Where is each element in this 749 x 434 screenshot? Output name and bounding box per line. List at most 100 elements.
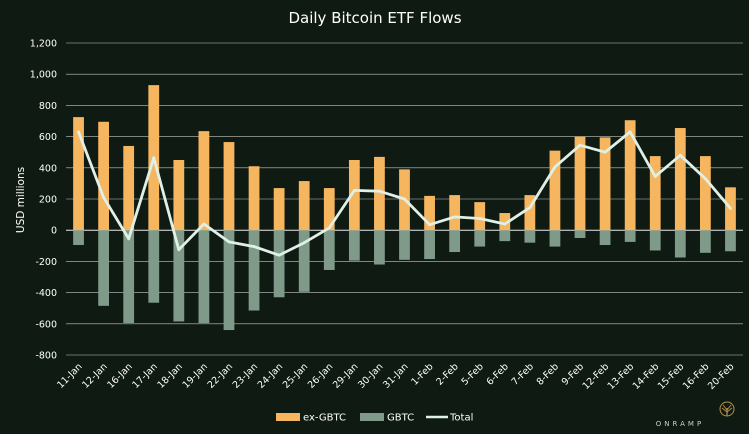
total-point	[378, 189, 381, 193]
total-line	[77, 130, 732, 257]
x-tick-label: 12-Feb	[581, 361, 612, 392]
total-point	[428, 223, 431, 227]
gbtc-bar	[474, 230, 486, 247]
total-point	[127, 237, 131, 241]
ex-gbtc-bar	[674, 128, 686, 231]
gbtc-bar	[273, 230, 285, 298]
total-point	[403, 197, 406, 201]
ex-gbtc-bar	[424, 195, 435, 231]
ex-gbtc-bar	[123, 145, 135, 231]
ex-gbtc-bar	[599, 137, 611, 231]
total-point	[277, 253, 281, 257]
branding: ONRAMP	[656, 401, 735, 428]
x-tick-label: 15-Feb	[656, 361, 687, 392]
x-tick-label: 7-Feb	[510, 361, 536, 387]
bars	[73, 85, 736, 331]
total-point	[227, 240, 231, 244]
total-point	[703, 177, 707, 181]
legend-label: Total	[449, 413, 473, 424]
total-point	[653, 174, 657, 178]
x-tick-label: 29-Jan	[331, 361, 360, 390]
y-tick-label: 400	[39, 163, 57, 174]
total-point	[102, 196, 106, 199]
x-tick-label: 14-Feb	[631, 361, 662, 392]
gbtc-bar	[348, 230, 360, 261]
legend-label: ex-GBTC	[303, 413, 346, 424]
legend-label: GBTC	[387, 413, 414, 424]
ex-gbtc-bar	[499, 213, 511, 231]
gbtc-bar	[98, 230, 110, 306]
x-tick-label: 13-Feb	[606, 361, 637, 392]
y-axis-label: USD millions	[15, 167, 27, 233]
x-tick-label: 30-Jan	[356, 361, 385, 390]
total-point	[578, 143, 582, 147]
ex-gbtc-bar	[98, 121, 110, 231]
x-tick-label: 19-Jan	[181, 361, 210, 390]
x-tick-label: 12-Jan	[80, 361, 109, 390]
gbtc-bar	[173, 230, 185, 322]
gbtc-bar	[699, 230, 711, 253]
gbtc-bar	[399, 230, 410, 260]
gbtc-bar	[524, 230, 536, 243]
ex-gbtc-bar	[549, 150, 561, 231]
x-tick-label: 2-Feb	[434, 361, 460, 387]
x-axis-ticks: 11-Jan12-Jan16-Jan17-Jan18-Jan19-Jan22-J…	[55, 361, 736, 392]
ex-gbtc-bar	[348, 160, 360, 231]
total-point	[603, 150, 607, 154]
gbtc-bar	[198, 230, 210, 324]
y-tick-label: 800	[39, 101, 57, 112]
gbtc-bar	[574, 230, 586, 238]
total-point	[302, 241, 306, 245]
gbtc-bar	[248, 230, 260, 311]
total-point	[678, 153, 682, 157]
total-point	[478, 217, 482, 220]
gbtc-bar	[549, 230, 561, 247]
gbtc-bar	[374, 230, 385, 265]
x-tick-label: 16-Jan	[105, 361, 134, 390]
y-tick-label: -600	[35, 319, 57, 330]
legend: ex-GBTC GBTC Total	[276, 413, 473, 424]
total-point	[503, 222, 507, 226]
total-point	[628, 130, 632, 134]
gbtc-bar	[725, 230, 736, 252]
y-tick-label: 200	[39, 195, 57, 206]
total-point	[327, 226, 331, 230]
x-tick-label: 20-Feb	[706, 361, 737, 392]
x-tick-label: 5-Feb	[459, 361, 485, 387]
y-tick-label: 600	[39, 132, 57, 143]
ex-gbtc-bar	[374, 156, 385, 231]
total-point	[553, 165, 557, 169]
ex-gbtc-bar	[649, 156, 661, 231]
x-tick-label: 23-Jan	[231, 361, 260, 390]
x-tick-label: 31-Jan	[381, 361, 410, 390]
ex-gbtc-bar	[273, 188, 285, 231]
y-axis-ticks: -800 -600 -400 -200 0 200 400 600 800 1,000 1,200	[30, 39, 57, 362]
x-tick-label: 1-Feb	[409, 361, 435, 387]
legend-swatch	[276, 413, 300, 421]
x-tick-label: 18-Jan	[155, 361, 184, 390]
x-tick-label: 22-Jan	[206, 361, 235, 390]
ex-gbtc-bar	[298, 181, 310, 231]
gbtc-bar	[649, 230, 661, 251]
y-tick-label: 1,000	[30, 70, 57, 81]
ex-gbtc-bar	[73, 117, 84, 231]
ex-gbtc-bar	[699, 156, 711, 231]
brand-name: ONRAMP	[656, 420, 704, 428]
ex-gbtc-bar	[323, 188, 335, 231]
x-tick-label: 6-Feb	[485, 361, 511, 387]
y-tick-label: -800	[35, 351, 57, 362]
total-point	[177, 248, 181, 252]
total-point	[453, 215, 457, 219]
gbtc-bar	[223, 230, 235, 331]
ex-gbtc-bar	[449, 195, 461, 231]
x-tick-label: 24-Jan	[256, 361, 285, 390]
legend-swatch	[360, 413, 384, 421]
gbtc-bar	[449, 230, 461, 253]
total-point	[252, 245, 256, 248]
total-point	[352, 189, 356, 192]
chart-title: Daily Bitcoin ETF Flows	[288, 9, 461, 27]
total-point	[729, 206, 732, 210]
gbtc-bar	[73, 230, 84, 246]
